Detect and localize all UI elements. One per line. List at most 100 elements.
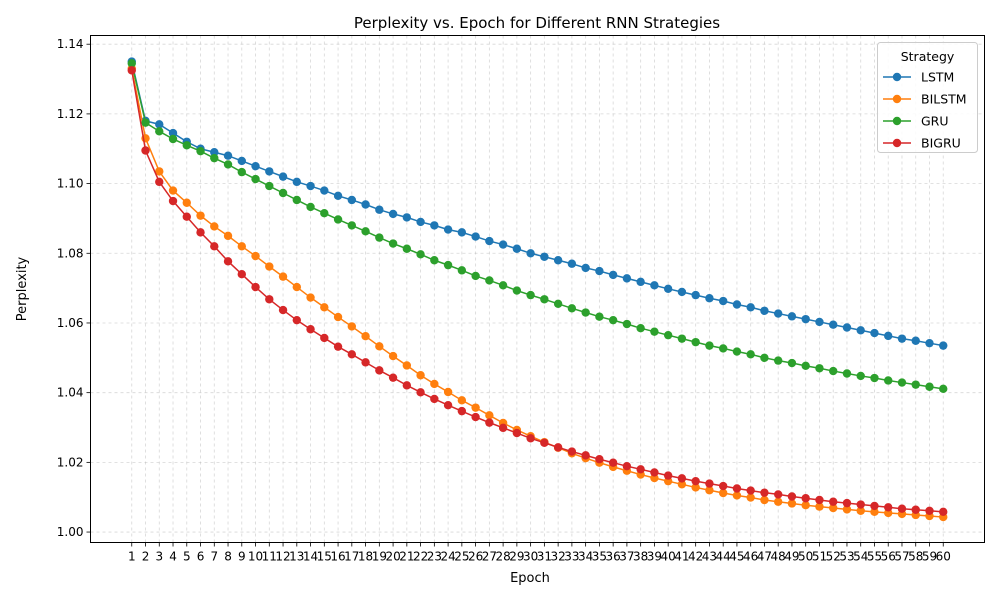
data-point-bigru (237, 269, 246, 279)
data-point-bilstm (306, 293, 315, 302)
x-tick-label: 44 (716, 550, 731, 564)
x-tick-label: 2 (142, 550, 150, 564)
data-point-lstm (595, 266, 604, 276)
data-point-bilstm (691, 483, 700, 492)
data-point-bigru (608, 458, 618, 467)
data-point-bigru (842, 498, 852, 508)
data-point-lstm (361, 200, 370, 209)
x-tick-label: 38 (633, 550, 648, 564)
data-point-lstm (636, 277, 645, 287)
x-tick-label: 7 (210, 550, 218, 564)
data-point-gru (773, 356, 783, 365)
data-point-bigru (540, 438, 549, 448)
data-point-lstm (540, 252, 549, 261)
data-point-gru (650, 327, 659, 336)
data-point-bigru (718, 481, 728, 491)
x-tick-label: 45 (729, 550, 744, 564)
plot-frame (90, 35, 985, 543)
data-point-bilstm (732, 491, 742, 500)
data-point-bigru (512, 428, 522, 438)
x-tick-label: 31 (537, 550, 552, 564)
x-tick-label: 8 (224, 550, 232, 564)
data-point-lstm (746, 303, 755, 312)
data-point-lstm (320, 186, 329, 195)
data-point-bigru (155, 177, 164, 187)
data-point-gru (155, 127, 164, 136)
data-point-bigru (925, 506, 934, 515)
x-tick-label: 6 (197, 550, 205, 564)
data-point-bigru (375, 366, 384, 375)
x-tick-label: 47 (757, 550, 772, 564)
data-point-gru (237, 167, 246, 177)
data-point-bigru (127, 66, 136, 75)
data-point-gru (168, 134, 178, 144)
data-point-lstm (333, 191, 343, 200)
data-point-lstm (677, 287, 687, 297)
data-point-bigru (471, 412, 480, 422)
data-point-gru (815, 364, 824, 373)
x-tick-label: 4 (169, 550, 177, 564)
legend-entries: LSTM BILSTM GRU BIGRU (883, 70, 967, 151)
data-point-bigru (361, 358, 370, 367)
data-point-bilstm (292, 282, 302, 292)
data-point-bilstm (278, 272, 288, 281)
x-tick-label: 60 (936, 550, 951, 564)
data-point-gru (320, 209, 329, 218)
x-tick-label: 17 (344, 550, 359, 564)
data-point-bigru (939, 507, 948, 517)
data-point-bigru (911, 505, 920, 514)
data-point-lstm (870, 328, 879, 338)
data-point-lstm (347, 195, 357, 205)
x-tick-label: 48 (771, 550, 786, 564)
data-point-bigru (223, 257, 233, 266)
data-point-gru (608, 315, 618, 325)
y-tick-label: 1.10 (57, 177, 84, 191)
x-tick-label: 56 (881, 550, 896, 564)
data-point-gru (292, 195, 302, 205)
data-point-gru (842, 369, 852, 378)
data-point-bigru (333, 342, 343, 351)
data-point-bilstm (347, 322, 357, 331)
data-point-bigru (650, 468, 659, 477)
y-tick-label: 1.08 (57, 246, 84, 260)
data-point-gru (829, 366, 838, 376)
x-axis: 1 2 3 4 5 6 7 8 9 1011121314151617181920212223242… (128, 542, 951, 564)
x-tick-label: 13 (289, 550, 304, 564)
data-point-bigru (443, 401, 453, 410)
data-point-gru (540, 295, 549, 304)
data-point-gru (306, 202, 315, 212)
data-point-gru (127, 59, 136, 68)
data-point-gru (443, 260, 453, 270)
y-axis-label: Perplexity (15, 256, 30, 321)
data-point-bigru (595, 455, 604, 464)
data-point-gru (691, 337, 700, 347)
legend-entry-bilstm: BILSTM (883, 92, 967, 107)
data-point-bigru (815, 495, 824, 505)
data-point-bigru (388, 373, 398, 382)
data-point-gru (622, 319, 632, 329)
x-tick-label: 51 (812, 550, 827, 564)
data-point-lstm (430, 221, 439, 230)
data-point-bigru (416, 388, 425, 397)
data-point-lstm (718, 296, 728, 306)
data-point-bilstm (443, 387, 453, 397)
data-point-gru (787, 358, 797, 368)
x-tick-label: 19 (372, 550, 387, 564)
data-point-gru (196, 146, 205, 156)
data-point-gru (402, 244, 412, 253)
data-point-lstm (553, 256, 563, 265)
data-point-bigru (265, 295, 274, 304)
data-point-lstm (760, 306, 769, 315)
x-tick-label: 16 (330, 550, 345, 564)
data-point-bilstm (155, 167, 164, 176)
legend-label-gru: GRU (921, 114, 949, 129)
data-point-lstm (526, 249, 535, 258)
data-point-bigru (567, 447, 577, 456)
data-point-gru (498, 281, 508, 290)
data-point-gru (430, 256, 439, 265)
x-tick-label: 21 (399, 550, 414, 564)
data-point-lstm (210, 148, 219, 157)
data-point-bigru (897, 504, 907, 513)
data-point-gru (581, 308, 590, 317)
data-point-bilstm (320, 303, 329, 312)
